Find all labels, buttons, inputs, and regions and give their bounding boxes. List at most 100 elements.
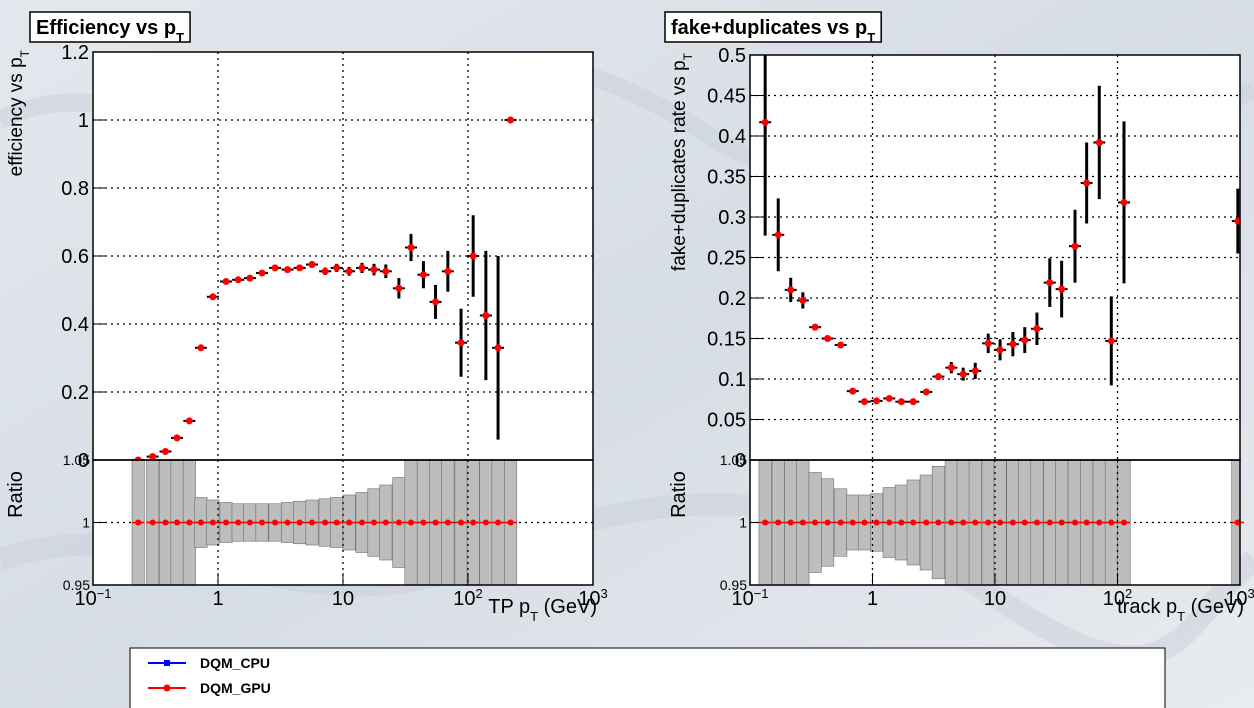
ratio-point [149,519,156,526]
panel: 10−1 1 10 102 10300.20.40.60.811.20.9511.05E… [5,11,608,624]
data-point [407,244,415,251]
ratio-point [1046,519,1053,526]
legend-label: DQM_CPU [200,655,270,671]
data-point [149,453,157,460]
x-tick-label-part: 10 [1103,588,1125,610]
ratio-frame [92,459,594,586]
x-tick-label: 10−1 [731,586,768,611]
ratio-point [209,519,216,526]
data-point [308,261,316,268]
ratio-point [787,519,794,526]
y-tick-label: 0.25 [707,248,746,270]
x-tick-label-part: 10 [453,588,475,610]
x-tick-label-part: 10 [578,588,600,610]
ratio-point [1083,519,1090,526]
data-point [457,339,465,347]
data-point [774,231,782,239]
y-tick-label: 0.95 [720,577,747,593]
x-tick-label: 1 [212,588,223,610]
data-point [507,116,515,124]
ratio-point [985,519,992,526]
ratio-point [861,519,868,526]
ratio-point [408,519,415,526]
x-tick-label-part: 10 [731,588,753,610]
ratio-point [997,519,1004,526]
legend-marker [164,660,170,666]
data-point [787,286,795,294]
chart-title-part: T [176,30,184,45]
ratio-axis-title: Ratio [668,471,690,518]
x-tick-label: 102 [1103,586,1132,611]
ratio-point [948,519,955,526]
y-tick-label: 0.3 [718,207,746,229]
data-point [185,417,193,425]
data-point [909,398,917,406]
ratio-point [246,519,253,526]
data-point [824,335,832,342]
data-point [432,298,440,306]
x-tick-label-part: 2 [476,586,483,601]
data-point [246,274,254,282]
x-tick-label-part: 10 [332,588,354,610]
x-axis-title-part: (GeV) [1185,596,1244,618]
y-axis-title-part: T [18,49,32,57]
title-box [664,11,882,43]
x-tick-label-part: −1 [754,586,769,601]
y-tick-label: 0.15 [707,329,746,351]
panel: 10−1 1 10 102 10300.050.10.150.20.250.30.350… [664,11,1254,624]
ratio-point [370,519,377,526]
data-point [333,264,341,272]
ratio-point [186,519,193,526]
x-tick-label: 10 [332,588,354,610]
ratio-point [812,519,819,526]
data-point [482,312,490,319]
y-tick-label: 0.1 [718,369,746,391]
data-point [1046,279,1054,287]
data-point [897,398,905,406]
data-point [444,267,452,275]
data-point [284,266,292,274]
ratio-point [1058,519,1065,526]
x-axis-title-part: (GeV) [538,596,597,618]
x-tick-label-part: 1 [212,588,223,610]
ratio-point [1009,519,1016,526]
data-point [1009,340,1017,348]
ratio-point [1072,519,1079,526]
ratio-point [886,519,893,526]
data-point [984,339,992,347]
data-point [1095,138,1103,146]
ratio-point [495,519,502,526]
data-point [258,269,266,277]
chart-title: fake+duplicates vs pT [671,17,875,45]
y-tick-label: 0.35 [707,167,746,189]
ratio-point [762,519,769,526]
ratio-point [382,519,389,526]
ratio-point [507,519,514,526]
data-point [1033,325,1041,333]
y-tick-label: 1 [739,515,747,531]
data-point [419,271,427,279]
ratio-point [223,519,230,526]
x-axis-title: track pT (GeV) [1117,596,1244,624]
data-point [1021,336,1029,344]
x-tick-label-part: 2 [1125,586,1132,601]
y-axis-title: fake+duplicates rate vs pT [669,52,695,271]
legend-marker [163,684,171,692]
y-axis-title: efficiency vs pT [6,49,32,176]
data-point [1107,337,1115,345]
ratio-point [1033,519,1040,526]
ratio-point [444,519,451,526]
chart-title-part: fake+duplicates vs p [671,17,867,39]
data-point [494,344,502,352]
data-point [1120,198,1128,206]
data-point [134,456,142,460]
ratio-point [873,519,880,526]
data-point [1234,217,1240,225]
points [759,55,1240,406]
ratio-point [395,519,402,526]
ratio-point [837,519,844,526]
data-point [761,118,769,126]
ratio-point [799,519,806,526]
legend-label: DQM_GPU [200,680,271,696]
ratio-point [259,519,266,526]
